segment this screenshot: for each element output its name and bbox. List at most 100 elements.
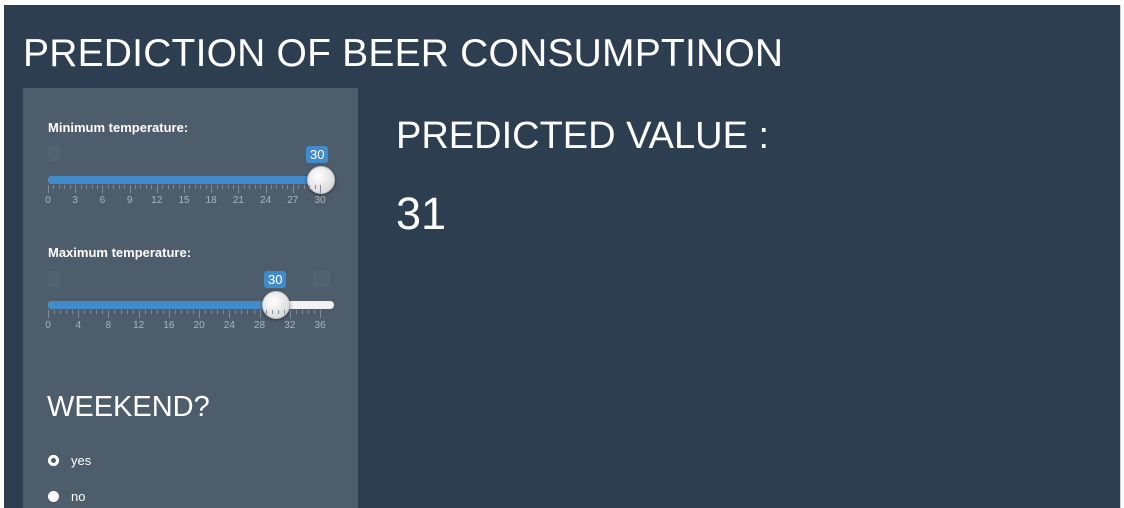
min-temp-grid-tick — [249, 185, 251, 189]
min-temp-grid-tick — [102, 185, 104, 193]
max-temp-grid-tick — [132, 310, 134, 314]
max-temp-grid-tick — [199, 310, 201, 318]
min-temp-grid-tick — [243, 185, 245, 189]
max-temp-grid-tick — [60, 310, 62, 314]
radio-option-yes[interactable]: yes — [48, 453, 91, 468]
max-temp-tick-label: 36 — [314, 320, 326, 331]
min-temp-grid-tick — [140, 185, 142, 189]
min-temp-grid-tick — [135, 185, 137, 189]
max-temp-grid-tick — [247, 310, 249, 314]
min-temp-grid-tick — [200, 185, 202, 189]
max-temp-label: Maximum temperature: — [48, 245, 192, 260]
min-temp-grid-tick — [173, 185, 175, 189]
min-temp-grid-tick — [64, 185, 66, 189]
max-temp-grid-tick — [108, 310, 110, 318]
window-edge — [1120, 5, 1124, 508]
min-temp-tick-label: 9 — [126, 195, 133, 206]
max-temp-grid-tick — [144, 310, 146, 314]
max-temp-grid-tick — [96, 310, 98, 314]
min-temp-grid-tick — [194, 185, 196, 189]
radio-option-no[interactable]: no — [48, 489, 85, 504]
predicted-value-label: PREDICTED VALUE : — [396, 115, 770, 157]
max-temp-grid-tick — [235, 310, 237, 314]
max-temp-tick-label: 8 — [105, 320, 112, 331]
min-temp-value-bubble: 30 — [306, 146, 329, 163]
min-temp-grid-tick — [75, 185, 77, 193]
min-temp-grid-tick — [167, 185, 169, 189]
max-temp-value-bubble: 30 — [264, 271, 287, 288]
min-temp-tick-label: 21 — [232, 195, 244, 206]
max-temp-tick-label: 32 — [284, 320, 296, 331]
min-temp-grid-tick — [276, 185, 278, 189]
max-temp-grid-tick — [223, 310, 225, 314]
min-temp-grid-tick — [86, 185, 88, 189]
max-temp-grid-tick — [301, 310, 303, 314]
min-temp-grid-tick — [265, 185, 267, 193]
min-temp-tick-label: 6 — [99, 195, 106, 206]
min-temp-grid-tick — [205, 185, 207, 189]
max-temp-grid-tick — [72, 310, 74, 314]
radio-yes-button[interactable] — [48, 455, 59, 466]
min-temp-grid-tick — [118, 185, 120, 189]
min-temp-grid-tick — [178, 185, 180, 189]
max-temp-grid-tick — [307, 310, 309, 314]
max-temp-tick-label: 24 — [223, 320, 235, 331]
max-temp-grid-tick — [102, 310, 104, 314]
radio-no-label: no — [71, 489, 86, 504]
max-temp-grid-tick — [156, 310, 158, 314]
min-temp-grid-tick — [156, 185, 158, 193]
max-temp-grid-tick — [168, 310, 170, 318]
min-temp-grid: 0 3 6 9 12 15 18 21 24 27 30 — [45, 185, 326, 206]
max-temp-grid-tick — [313, 310, 315, 314]
max-temp-grid-tick — [150, 310, 152, 314]
radio-yes-label: yes — [71, 453, 92, 468]
max-temp-grid-tick — [211, 310, 213, 314]
max-temp-grid-tick — [253, 310, 255, 314]
max-temp-tick-label: 20 — [193, 320, 205, 331]
min-temp-tick-label: 30 — [314, 195, 326, 206]
min-temp-grid-tick — [129, 185, 131, 193]
max-temp-grid-tick — [120, 310, 122, 314]
max-temp-grid-tick — [229, 310, 231, 318]
max-temp-tick-label: 12 — [133, 320, 145, 331]
max-temp-grid-tick — [174, 310, 176, 314]
max-temp-tick-label: 4 — [75, 320, 81, 331]
max-temp-grid-tick — [289, 310, 291, 318]
min-temp-grid-tick — [124, 185, 126, 189]
radio-no-button[interactable] — [48, 491, 59, 502]
max-temp-grid-tick — [295, 310, 297, 314]
min-temp-tick-label: 15 — [178, 195, 190, 206]
max-temp-grid-tick — [205, 310, 207, 314]
min-temp-grid-tick — [232, 185, 234, 189]
max-temp-tick-label: 16 — [163, 320, 175, 331]
max-temp-grid-tick — [48, 310, 49, 318]
min-temp-grid-tick — [216, 185, 218, 189]
min-temp-grid-tick — [314, 185, 316, 189]
max-temp-grid-tick — [187, 310, 189, 314]
min-temp-grid-tick — [48, 185, 49, 193]
max-temp-grid: 0 4 8 12 16 20 24 28 32 36 — [45, 310, 326, 331]
max-temp-grid-tick — [271, 310, 273, 314]
min-temp-grid-tick — [309, 185, 311, 189]
max-temp-slider-handle[interactable] — [261, 291, 290, 319]
max-temp-grid-tick — [78, 310, 80, 318]
min-temp-grid-tick — [91, 185, 93, 189]
max-temp-grid-tick — [320, 310, 321, 318]
max-temp-grid-tick — [66, 310, 68, 314]
app-window: PREDICTION OF BEER CONSUMPTINON Minimum … — [4, 5, 1120, 508]
max-temp-grid-tick — [90, 310, 92, 314]
max-temp-grid-tick — [84, 310, 86, 314]
min-temp-label: Minimum temperature: — [48, 120, 189, 135]
min-temp-tick-label: 0 — [45, 195, 51, 206]
min-temp-slider-handle[interactable] — [307, 166, 335, 194]
min-temp-tick-label: 12 — [151, 195, 163, 206]
max-temp-grid-tick — [193, 310, 195, 314]
min-temp-slider-bar — [48, 176, 320, 184]
min-temp-grid-tick — [80, 185, 82, 189]
min-temp-grid-tick — [162, 185, 164, 189]
min-temp-grid-tick — [107, 185, 109, 189]
min-temp-grid-tick — [303, 185, 305, 189]
max-temp-tick-label: 28 — [253, 320, 266, 331]
max-temp-grid-tick — [277, 310, 279, 314]
max-temp-grid-tick — [259, 310, 261, 318]
